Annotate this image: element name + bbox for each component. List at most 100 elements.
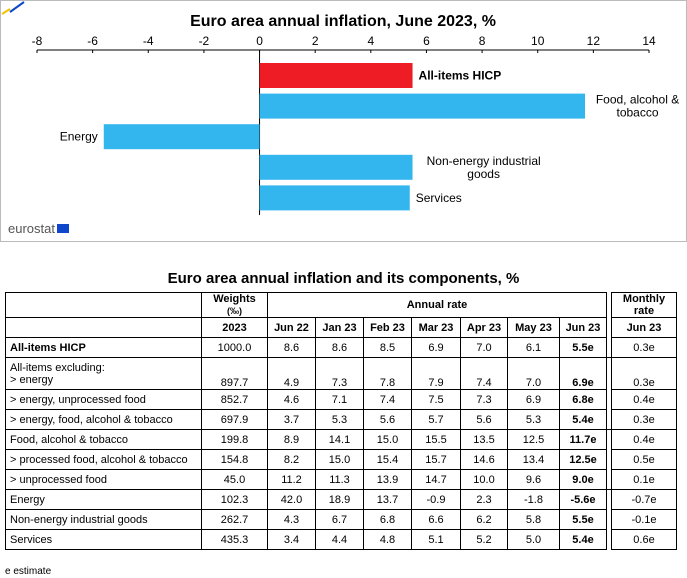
annual-rate-cell: 14.1 (315, 429, 364, 450)
annual-rate-cell: 7.8 (363, 357, 412, 390)
annual-rate-cell: 6.8 (363, 509, 412, 530)
annual-rate-cell: 5.4e (559, 529, 607, 550)
annual-rate-cell: 10.0 (460, 469, 508, 490)
annual-rate-cell: 7.9 (411, 357, 461, 390)
month-header: Jun 22 (267, 317, 316, 338)
annual-rate-cell: 5.8 (507, 509, 560, 530)
table-row: Energy 102.3 42.0 18.9 13.7 -0.9 2.3 -1.8 -5.6e -… (5, 489, 677, 510)
row-label: Non-energy industrial goods (5, 509, 202, 530)
annual-rate-cell: 5.6 (460, 409, 508, 430)
annual-rate-cell: 13.4 (507, 449, 560, 470)
weight-cell: 199.8 (201, 429, 268, 450)
annual-rate-cell: 15.0 (315, 449, 364, 470)
annual-rate-cell: 5.5e (559, 509, 607, 530)
annual-rate-cell: -5.6e (559, 489, 607, 510)
annual-rate-cell: 4.4 (315, 529, 364, 550)
annual-rate-cell: 4.3 (267, 509, 316, 530)
annual-rate-cell: -1.8 (507, 489, 560, 510)
x-tick-label: 6 (423, 34, 430, 48)
annual-rate-cell: 4.8 (363, 529, 412, 550)
table-row: Services 435.3 3.4 4.4 4.8 5.1 5.2 5.0 5.4e 0.6e (5, 529, 677, 550)
annual-rate-cell: 7.4 (460, 357, 508, 390)
table-row: Non-energy industrial goods 262.7 4.3 6.7 6.… (5, 509, 677, 530)
month-header: Jun 23 (559, 317, 607, 338)
annual-rate-cell: 13.5 (460, 429, 508, 450)
annual-rate-cell: 6.9 (507, 389, 560, 410)
annual-rate-cell: 7.5 (411, 389, 461, 410)
annual-rate-cell: 6.9e (559, 357, 607, 390)
table-row: All-items HICP 1000.0 8.6 8.6 8.5 6.9 7.0 6.1 5.… (5, 337, 677, 358)
weight-cell: 897.7 (201, 357, 268, 390)
logo-text: eurostat (8, 221, 55, 236)
annual-rate-cell: 9.0e (559, 469, 607, 490)
table-header-row-1: Weights (‰) Annual rate Monthly rate (5, 292, 677, 318)
annual-rate-cell: 12.5e (559, 449, 607, 470)
chart-canvas: Euro area annual inflation, June 2023, %… (0, 0, 687, 242)
table-header-row-2: 2023 Jun 22 Jan 23 Feb 23 Mar 23 Apr 23 May 2… (5, 317, 677, 338)
header-blank (5, 292, 202, 318)
annual-rate-cell: 11.3 (315, 469, 364, 490)
annual-rate-cell: 15.4 (363, 449, 412, 470)
weight-cell: 262.7 (201, 509, 268, 530)
weight-cell: 697.9 (201, 409, 268, 430)
annual-rate-cell: 6.2 (460, 509, 508, 530)
weights-header-line1: Weights (213, 293, 256, 305)
bar-label-0: All-items HICP (419, 69, 502, 83)
x-tick-label: -6 (87, 34, 98, 48)
table-row: > processed food, alcohol & tobacco 154.8… (5, 449, 677, 470)
bar-label-1: Food, alcohol & (596, 93, 679, 107)
x-tick-label: 12 (587, 34, 601, 48)
month-header: May 23 (507, 317, 560, 338)
x-tick-label: 4 (367, 34, 374, 48)
monthly-rate-cell: 0.3e (611, 357, 677, 390)
weights-header-line2: (‰) (227, 306, 242, 316)
row-label-line2: > energy (10, 373, 54, 386)
annual-rate-cell: 42.0 (267, 489, 316, 510)
annual-rate-cell: 5.0 (507, 529, 560, 550)
x-tick-label: -8 (32, 34, 43, 48)
annual-rate-cell: 5.2 (460, 529, 508, 550)
inflation-chart: Euro area annual inflation, June 2023, %… (0, 0, 687, 242)
annual-rate-cell: 7.0 (460, 337, 508, 358)
annual-rate-cell: 13.7 (363, 489, 412, 510)
monthly-rate-cell: -0.1e (611, 509, 677, 530)
bar-label-3: goods (467, 167, 500, 181)
table-body: All-items HICP 1000.0 8.6 8.6 8.5 6.9 7.0 6.1 5.… (5, 337, 677, 550)
table-title: Euro area annual inflation and its compo… (167, 270, 520, 287)
row-label: > energy, unprocessed food (5, 389, 202, 410)
annual-rate-cell: 8.9 (267, 429, 316, 450)
row-label: > energy, food, alcohol & tobacco (5, 409, 202, 430)
weight-cell: 1000.0 (201, 337, 268, 358)
month-header: Mar 23 (411, 317, 461, 338)
annual-rate-header: Annual rate (267, 292, 607, 318)
annual-rate-cell: 3.4 (267, 529, 316, 550)
row-label: Services (5, 529, 202, 550)
annual-rate-cell: 11.7e (559, 429, 607, 450)
monthly-rate-header: Monthly rate (611, 292, 677, 318)
annual-rate-cell: 8.2 (267, 449, 316, 470)
chart-title: Euro area annual inflation, June 2023, % (190, 13, 496, 30)
bar-1 (259, 93, 586, 119)
table-row: > energy, food, alcohol & tobacco 697.9 3.… (5, 409, 677, 430)
annual-rate-cell: 8.6 (267, 337, 316, 358)
annual-rate-cell: 7.3 (315, 357, 364, 390)
table-row: All-items excluding: > energy 897.7 4.9 7.3 7… (5, 357, 677, 390)
monthly-rate-cell: 0.4e (611, 429, 677, 450)
annual-rate-cell: 11.2 (267, 469, 316, 490)
annual-rate-cell: 18.9 (315, 489, 364, 510)
annual-rate-cell: 6.6 (411, 509, 461, 530)
annual-rate-cell: 15.5 (411, 429, 461, 450)
annual-rate-cell: 5.3 (507, 409, 560, 430)
monthly-rate-cell: 0.5e (611, 449, 677, 470)
annual-rate-cell: 15.0 (363, 429, 412, 450)
annual-rate-cell: 7.4 (363, 389, 412, 410)
annual-rate-cell: 5.4e (559, 409, 607, 430)
annual-rate-cell: -0.9 (411, 489, 461, 510)
bar-label-4: Services (416, 191, 462, 205)
annual-rate-cell: 12.5 (507, 429, 560, 450)
x-tick-label: 10 (531, 34, 545, 48)
x-tick-label: -2 (199, 34, 210, 48)
weight-cell: 435.3 (201, 529, 268, 550)
weight-cell: 154.8 (201, 449, 268, 470)
eu-flag-icon (56, 224, 69, 233)
